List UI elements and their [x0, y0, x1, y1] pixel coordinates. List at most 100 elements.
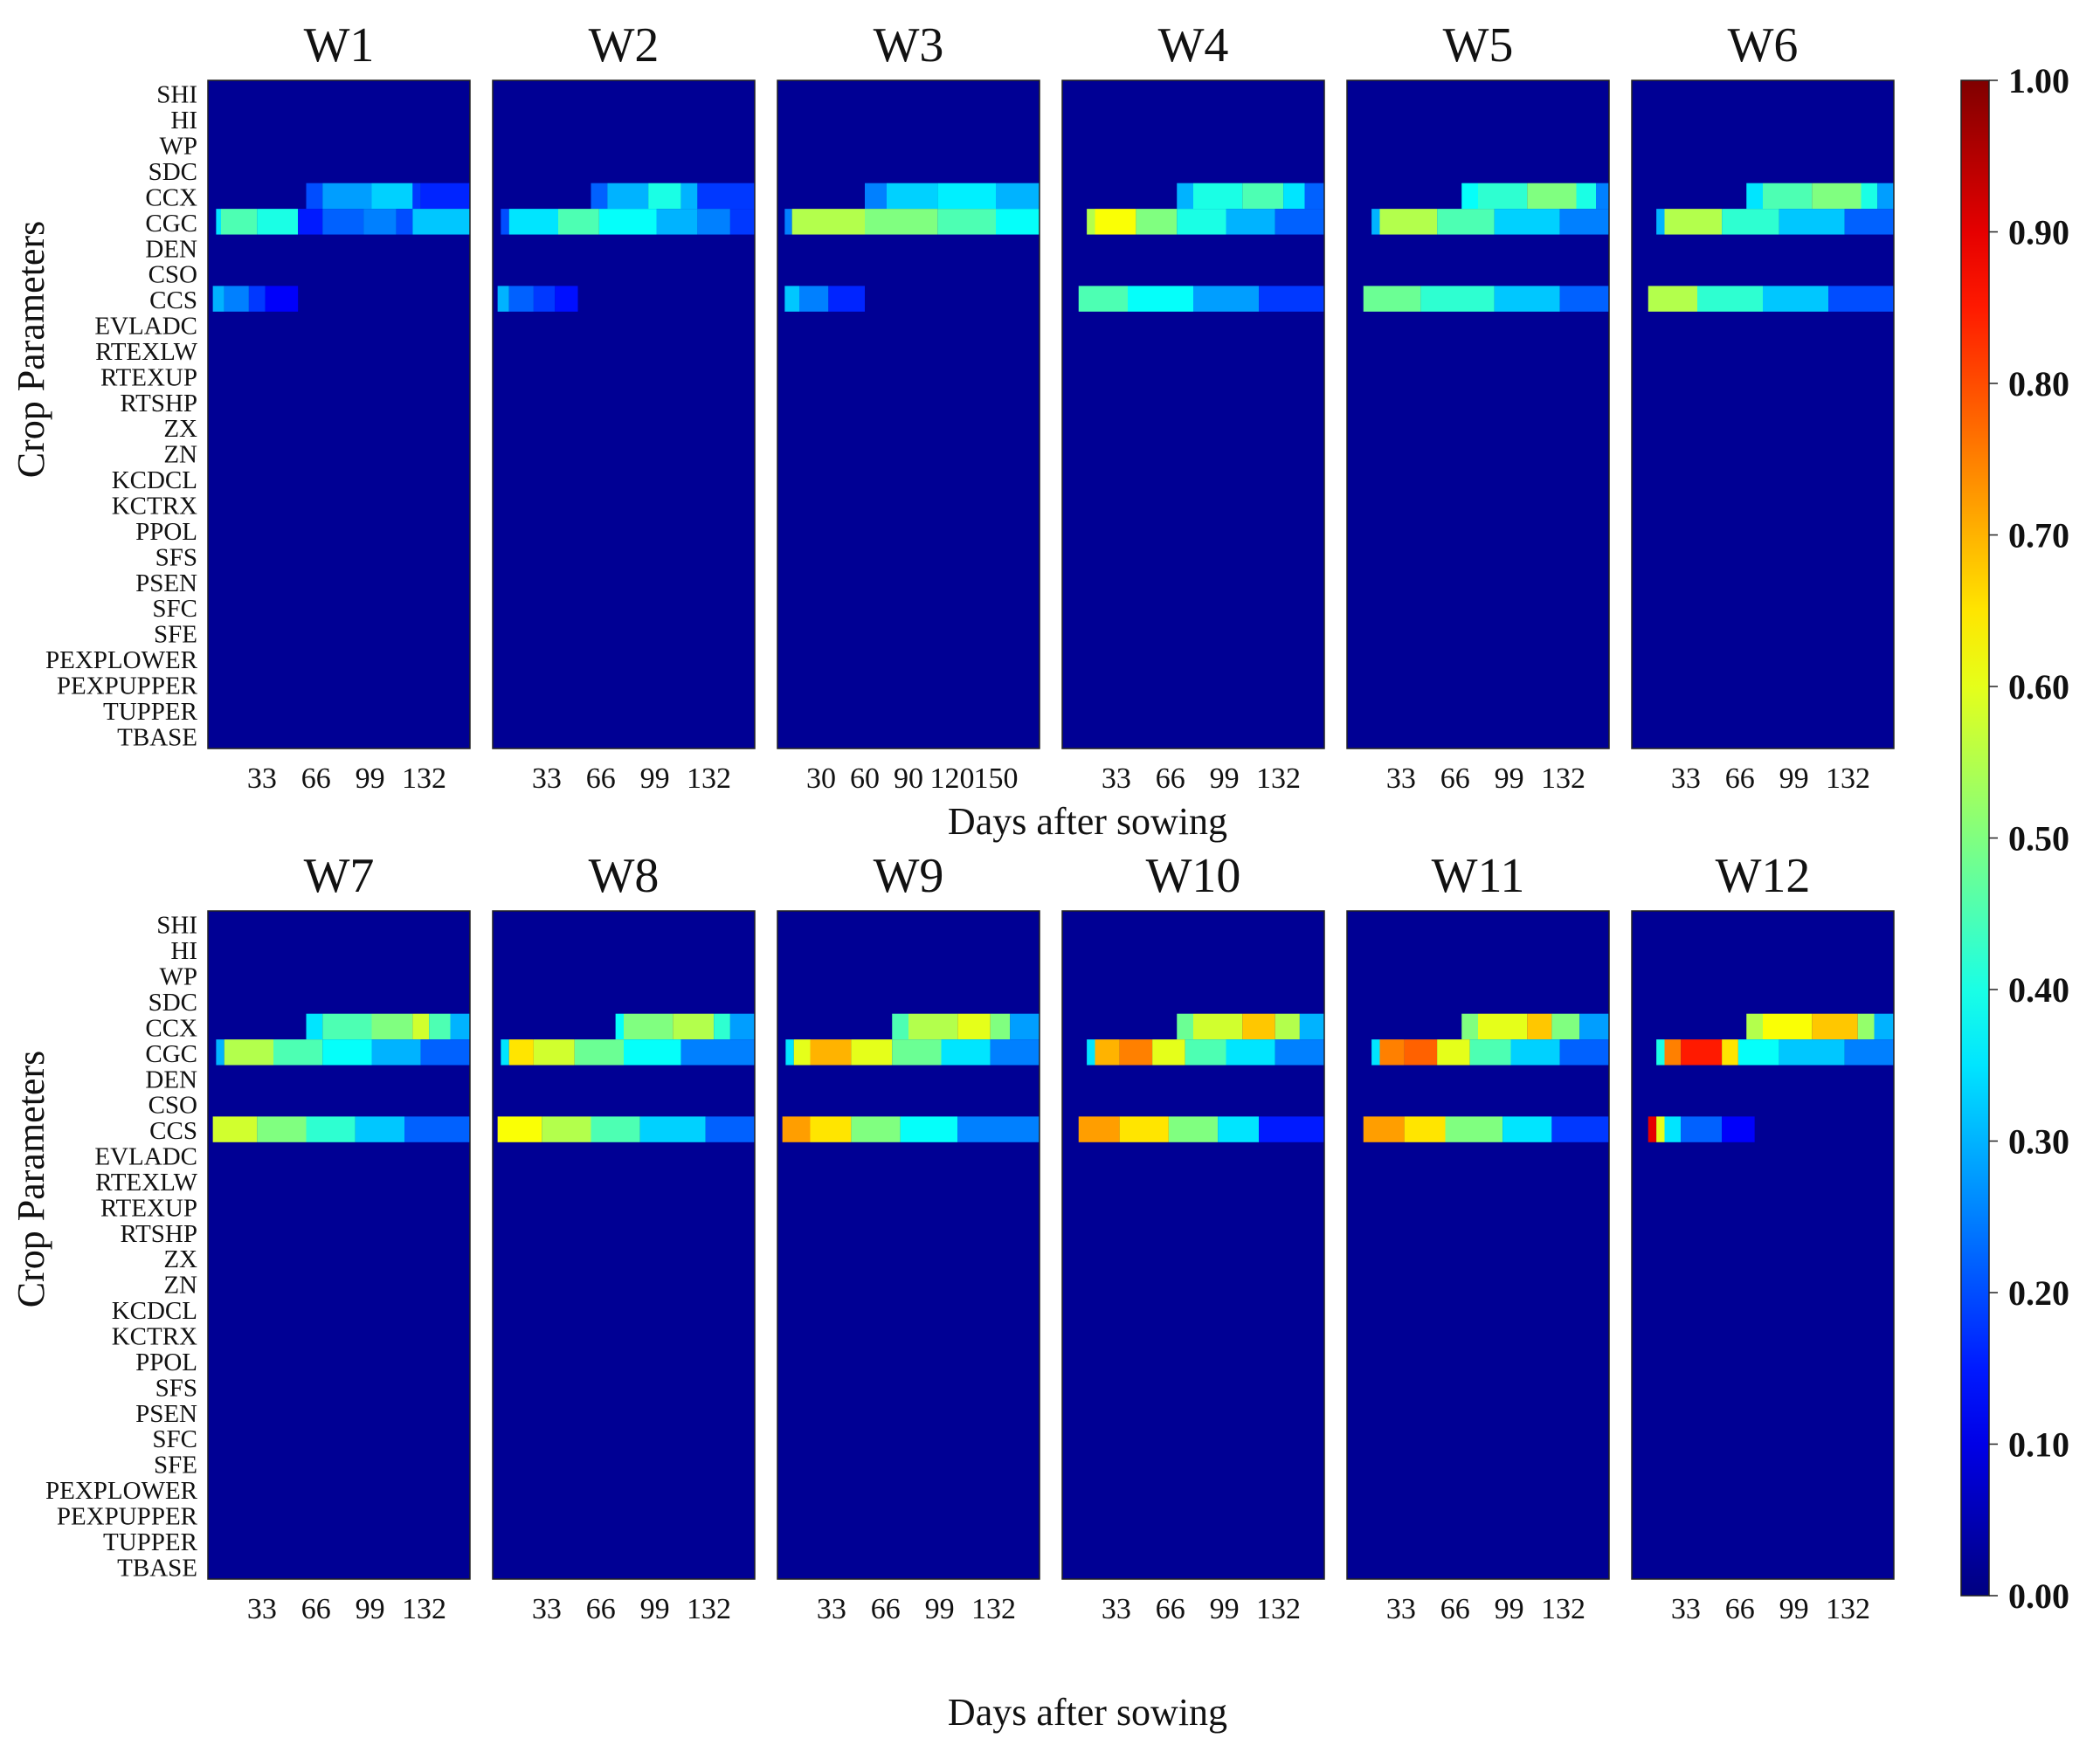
y-tick-label: CCX — [145, 1014, 197, 1042]
colorbar-tick-label: 1.00 — [2008, 61, 2069, 100]
y-tick-label: TUPPER — [103, 1528, 198, 1556]
heatmap-cell-ccx — [1299, 1013, 1325, 1040]
y-tick-label: RTEXUP — [100, 1194, 197, 1222]
heatmap-cell-cgc — [1177, 209, 1226, 235]
heatmap-cell-ccx — [1857, 1013, 1875, 1040]
panel-background — [1632, 80, 1894, 748]
panel-frame — [1631, 79, 1895, 749]
heatmap-cell-ccx — [937, 183, 996, 210]
heatmap-cell-ccs — [1551, 1116, 1610, 1142]
x-axis-label-top: Days after sowing — [948, 800, 1227, 843]
heatmap-cell-ccx — [1596, 183, 1609, 210]
heatmap-cell-cgc — [729, 209, 756, 235]
heatmap-cell-cgc — [1722, 209, 1779, 235]
heatmap-cell-ccs — [306, 1116, 356, 1142]
heatmap-cell-cgc — [1437, 1039, 1470, 1066]
x-tick-label: 99 — [1210, 1593, 1240, 1625]
panel-w6: W6 33 66 99 132 — [1631, 18, 1895, 795]
heatmap-cell-ccs — [1664, 1116, 1682, 1142]
x-tick-label: 99 — [640, 1593, 670, 1625]
heatmap-cell-cgc — [216, 1039, 225, 1066]
heatmap-cell-cgc — [1722, 1039, 1738, 1066]
heatmap-cell-cgc — [1510, 1039, 1560, 1066]
heatmap-cell-cgc — [363, 209, 397, 235]
panel-background — [208, 911, 470, 1579]
heatmap-cell-cgc — [1119, 1039, 1153, 1066]
x-tick-label: 66 — [1440, 1593, 1470, 1625]
heatmap-cell-ccs — [900, 1116, 958, 1142]
heatmap-cell-ccs — [1494, 286, 1560, 312]
panel-frame — [492, 910, 756, 1580]
panel-w2: W2 33 66 99 132 — [492, 18, 756, 795]
heatmap-cell-ccs — [1559, 286, 1609, 312]
heatmap-cell-cgc — [558, 209, 599, 235]
heatmap-cell-ccs — [1119, 1116, 1169, 1142]
heatmap-cell-cgc — [1095, 209, 1136, 235]
y-tick-label: TBASE — [117, 1554, 197, 1582]
heatmap-cell-ccx — [1877, 183, 1894, 210]
heatmap-cell-ccs — [1259, 1116, 1324, 1142]
heatmap-cell-ccx — [1304, 183, 1324, 210]
y-tick-label: SDC — [149, 989, 197, 1017]
heatmap-cell-cgc — [1656, 1039, 1665, 1066]
panel-w7: W7 33 66 99 132 SHIHIWPSDCCCXCGCDENCSOCCSEVLA… — [45, 849, 471, 1625]
y-tick-label: PEXPLOWER — [45, 646, 198, 674]
x-tick-label: 132 — [1826, 1593, 1870, 1625]
heatmap-cell-cgc — [1379, 209, 1438, 235]
x-tick-label: 66 — [1725, 762, 1755, 795]
heatmap-cell-cgc — [1371, 1039, 1380, 1066]
heatmap-cell-cgc — [1494, 209, 1560, 235]
x-tick-label: 30 — [806, 762, 836, 795]
x-tick-label: 99 — [1495, 762, 1524, 795]
x-tick-label: 132 — [1826, 762, 1870, 795]
heatmap-cell-cgc — [990, 1039, 1040, 1066]
y-tick-label: WP — [160, 133, 198, 161]
heatmap-cell-ccx — [1746, 1013, 1763, 1040]
heatmap-cell-ccs — [257, 1116, 307, 1142]
heatmap-cell-cgc — [624, 1039, 681, 1066]
heatmap-cell-ccs — [1763, 286, 1828, 312]
panel-title: W6 — [1728, 18, 1799, 72]
heatmap-cell-ccx — [957, 1013, 991, 1040]
colorbar-tick-label: 0.90 — [2008, 213, 2069, 252]
heatmap-cell-ccx — [648, 183, 681, 210]
panel-frame — [1346, 79, 1610, 749]
heatmap-cell-ccx — [1177, 1013, 1193, 1040]
y-tick-label: CCS — [149, 286, 197, 314]
y-axis-label-bottom: Crop Parameters — [10, 1051, 52, 1307]
x-tick-label: 60 — [850, 762, 880, 795]
panel-title: W4 — [1158, 18, 1229, 72]
heatmap-cell-ccs — [1363, 286, 1421, 312]
heatmap-cell-ccs — [1445, 1116, 1503, 1142]
colorbar-tick-label: 0.40 — [2008, 970, 2069, 1010]
heatmap-cell-ccs — [1363, 1116, 1405, 1142]
heatmap-cell-ccs — [1722, 1116, 1755, 1142]
y-tick-label: SHI — [156, 81, 197, 109]
panel-title: W9 — [874, 849, 944, 903]
heatmap-cell-cgc — [785, 1039, 794, 1066]
panel-background — [1347, 80, 1609, 748]
x-tick-label: 132 — [402, 1593, 446, 1625]
heatmap-cell-ccx — [1275, 1013, 1300, 1040]
heatmap-cell-ccx — [1812, 183, 1862, 210]
x-tick-label: 66 — [586, 762, 616, 795]
y-tick-label: SFS — [155, 543, 197, 571]
heatmap-cell-ccs — [1193, 286, 1259, 312]
heatmap-cell-ccx — [615, 1013, 625, 1040]
heatmap-cell-cgc — [1664, 1039, 1682, 1066]
heatmap-cell-cgc — [1136, 209, 1178, 235]
panel-frame — [1061, 79, 1325, 749]
x-tick-label: 132 — [1541, 762, 1585, 795]
x-tick-label: 99 — [356, 1593, 385, 1625]
heatmap-cell-cgc — [574, 1039, 624, 1066]
heatmap-cell-ccs — [1078, 1116, 1120, 1142]
heatmap-cell-ccx — [1478, 183, 1528, 210]
heatmap-cell-ccs — [533, 286, 556, 312]
heatmap-cell-ccs — [784, 286, 799, 312]
x-tick-label: 99 — [1779, 762, 1809, 795]
panel-background — [1062, 911, 1324, 1579]
y-tick-label: KCDCL — [112, 466, 197, 494]
x-tick-label: 33 — [532, 1593, 562, 1625]
heatmap-cell-ccx — [1010, 1013, 1040, 1040]
heatmap-cell-cgc — [224, 1039, 273, 1066]
